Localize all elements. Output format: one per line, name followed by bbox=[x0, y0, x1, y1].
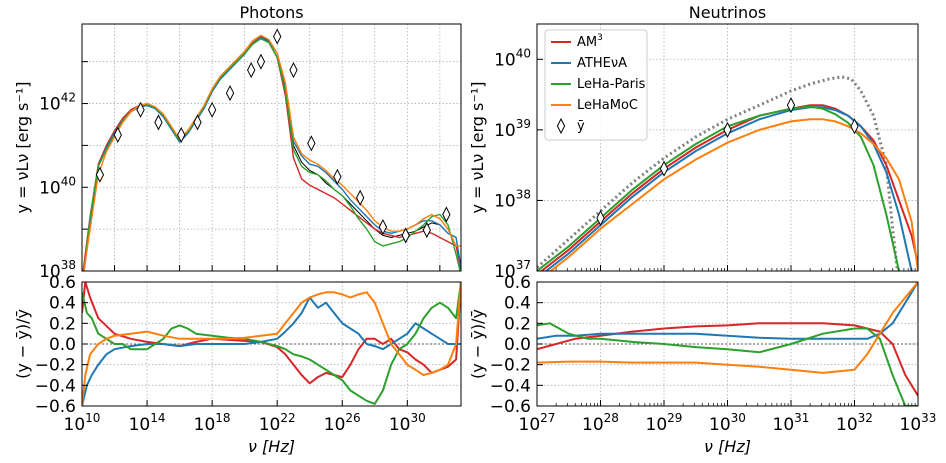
series-LeHa-Paris bbox=[537, 322, 918, 406]
y-tick-label: 1038 bbox=[494, 187, 531, 211]
ybar-marker bbox=[442, 206, 451, 223]
y-tick-label: −0.4 bbox=[490, 376, 531, 396]
x-tick-label: 1018 bbox=[194, 411, 231, 435]
series-ATHEνA bbox=[537, 282, 918, 340]
x-tick-label: 1026 bbox=[324, 411, 361, 435]
y-tick-label: −0.2 bbox=[490, 356, 531, 376]
ybar-marker bbox=[723, 121, 732, 138]
ybar-marker bbox=[136, 101, 145, 118]
photons-sed-frame bbox=[81, 23, 462, 272]
x-axis-label: ν [Hz] bbox=[248, 437, 295, 456]
y-tick-label: 1038 bbox=[39, 258, 76, 282]
y-tick-label: −0.2 bbox=[35, 356, 76, 376]
y-tick-label: 1042 bbox=[39, 91, 76, 115]
y-tick-label: 0.2 bbox=[49, 314, 76, 334]
y-tick-label: 0.4 bbox=[504, 294, 531, 314]
ybar-marker bbox=[193, 114, 202, 131]
series-LeHaMoC bbox=[82, 282, 461, 406]
neutrinos-sed-plot bbox=[537, 75, 918, 271]
ybar-marker bbox=[225, 84, 235, 102]
ybar-marker bbox=[401, 227, 410, 244]
ybar-marker bbox=[596, 209, 605, 227]
series-LeHaMoC bbox=[537, 282, 918, 374]
series-LeHa-Paris bbox=[83, 38, 461, 271]
legend-label-AM3: AM3 bbox=[577, 33, 603, 50]
ybar-marker bbox=[422, 221, 432, 239]
legend-box bbox=[544, 29, 648, 141]
series-AM3 bbox=[82, 35, 461, 271]
y-tick-label: −0.6 bbox=[35, 397, 76, 417]
legend-label-ybar: ȳ bbox=[577, 119, 585, 134]
ybar-marker bbox=[333, 168, 342, 185]
x-tick-label: 1031 bbox=[773, 411, 810, 435]
grid-layer bbox=[81, 24, 919, 407]
x-tick-label: 1027 bbox=[519, 411, 556, 435]
legend-label-LeHa-Paris: LeHa-Paris bbox=[577, 77, 646, 92]
y-tick-label: 0.0 bbox=[504, 335, 531, 355]
ybar-marker bbox=[289, 61, 298, 79]
y-tick-label: 1039 bbox=[494, 117, 531, 141]
ybar-marker bbox=[850, 118, 859, 135]
series-AM3 bbox=[539, 104, 918, 271]
y-axis-label: (y − ȳ)/ȳ bbox=[468, 309, 487, 379]
x-tick-label: 1033 bbox=[900, 411, 937, 435]
series-AM3 bbox=[82, 282, 461, 385]
panel-title: Neutrinos bbox=[689, 3, 767, 22]
ybar-marker bbox=[659, 160, 669, 177]
y-tick-label: 0.6 bbox=[504, 273, 531, 293]
x-tick-label: 1030 bbox=[389, 411, 426, 435]
y-tick-label: 0.6 bbox=[49, 273, 76, 293]
series-ATHEnuA bbox=[83, 36, 461, 271]
ybar-marker bbox=[256, 53, 266, 70]
series-AM3 bbox=[537, 322, 918, 397]
panel-title: Photons bbox=[239, 3, 303, 22]
frame-layer bbox=[81, 23, 919, 407]
y-axis-label: y = νLν [erg s⁻¹] bbox=[468, 82, 487, 214]
ybar-marker bbox=[95, 166, 105, 183]
ybar-marker bbox=[786, 97, 796, 114]
y-tick-label: 1037 bbox=[494, 258, 531, 282]
y-tick-label: −0.6 bbox=[490, 397, 531, 417]
y-axis-label: y = νLν [erg s⁻¹] bbox=[13, 82, 32, 214]
y-tick-label: 0.0 bbox=[49, 335, 76, 355]
legend-label-LeHaMoC: LeHaMoC bbox=[577, 98, 638, 113]
ybar-marker bbox=[247, 61, 256, 79]
series-LeHaMoC bbox=[549, 118, 918, 271]
y-tick-label: 1040 bbox=[39, 174, 76, 198]
series-ybar bbox=[83, 36, 461, 271]
y-axis-label: (y − ȳ)/ȳ bbox=[13, 309, 32, 379]
ybar-marker bbox=[273, 28, 282, 45]
ybar-marker bbox=[113, 126, 122, 144]
neutrinos-residual-plot bbox=[537, 282, 918, 406]
x-tick-label: 1014 bbox=[129, 411, 166, 435]
series-LeHa-Paris bbox=[82, 282, 461, 405]
legend-swatch-ybar bbox=[556, 117, 566, 135]
x-tick-label: 1010 bbox=[64, 411, 101, 435]
x-tick-label: 1032 bbox=[836, 411, 873, 435]
photons-residual-plot bbox=[82, 282, 461, 406]
series-LeHa-Paris bbox=[537, 105, 901, 271]
x-tick-label: 1029 bbox=[646, 411, 683, 435]
legend-label-ATHEnuA: ATHEνA bbox=[577, 56, 627, 71]
x-axis-label: ν [Hz] bbox=[704, 437, 751, 456]
series-LeHaMoC bbox=[83, 34, 461, 271]
y-tick-label: 1040 bbox=[494, 46, 531, 70]
x-tick-label: 1028 bbox=[582, 411, 619, 435]
y-tick-label: −0.4 bbox=[35, 376, 76, 396]
x-tick-label: 1022 bbox=[259, 411, 296, 435]
ybar-marker bbox=[307, 135, 316, 152]
x-tick-label: 1030 bbox=[709, 411, 746, 435]
y-tick-label: 0.2 bbox=[504, 314, 531, 334]
ybar-marker bbox=[355, 189, 365, 206]
ybar-marker bbox=[154, 114, 163, 131]
photons-sed-plot bbox=[82, 28, 461, 271]
ybar-marker bbox=[378, 218, 388, 236]
series-layer bbox=[82, 28, 918, 406]
ybar-marker bbox=[177, 126, 186, 144]
y-tick-label: 0.4 bbox=[49, 294, 76, 314]
text-layer: 1038 1040 1042 Photons y = νLν [erg s⁻¹] −0.6… bbox=[13, 3, 936, 456]
ybar-marker bbox=[207, 101, 217, 118]
